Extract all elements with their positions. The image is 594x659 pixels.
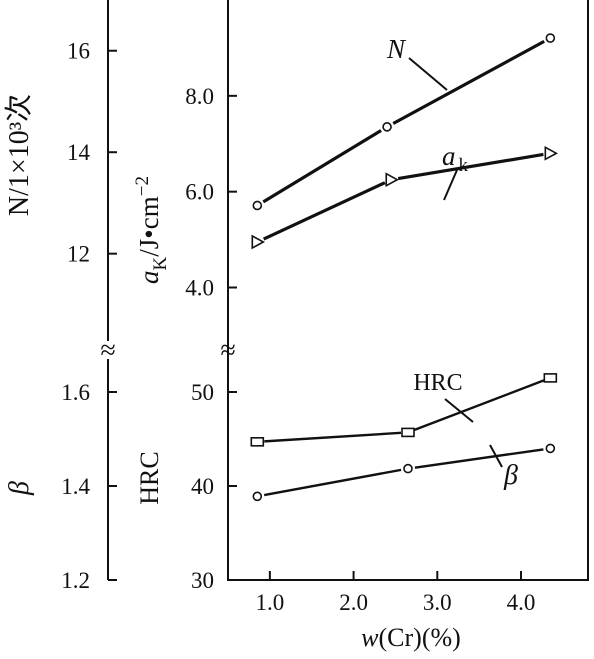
beta-point bbox=[252, 491, 263, 502]
n-series-annotation: N bbox=[386, 34, 407, 64]
x-axis-tick-label: 4.0 bbox=[507, 590, 536, 615]
ak-annotation-leader bbox=[443, 169, 458, 201]
n-annotation-leader bbox=[408, 57, 448, 91]
x-axis-tick-label: 2.0 bbox=[339, 590, 368, 615]
ak-series-line bbox=[397, 152, 544, 181]
beta-axis-tick-label: 1.6 bbox=[61, 380, 90, 405]
n-axis-tick-label: 14 bbox=[67, 140, 91, 165]
hrc-series-line bbox=[264, 431, 402, 443]
ak-axis-break-symbol: ≈ bbox=[220, 335, 235, 366]
x-axis-label-var: w bbox=[361, 623, 379, 652]
beta-axis-tick-label: 1.4 bbox=[61, 474, 90, 499]
n-point bbox=[252, 200, 263, 211]
n-series-line bbox=[262, 129, 382, 204]
beta-point bbox=[545, 443, 556, 454]
hrc-point bbox=[250, 437, 265, 447]
ak-series-line bbox=[262, 181, 386, 241]
beta-series-line bbox=[414, 448, 544, 469]
ak-point bbox=[251, 234, 265, 250]
hrc-point bbox=[401, 427, 415, 438]
hrc-series-line bbox=[414, 379, 545, 432]
n-axis-tick-label: 12 bbox=[67, 242, 90, 267]
beta-series-annotation: β bbox=[503, 460, 518, 491]
x-axis-tick-label: 3.0 bbox=[423, 590, 452, 615]
ak-point bbox=[385, 172, 399, 188]
n-series-line bbox=[392, 39, 545, 125]
hrc-axis-label: HRC bbox=[135, 451, 164, 504]
ak-axis-tick-label: 4.0 bbox=[185, 276, 214, 301]
x-axis-tick-label: 1.0 bbox=[255, 590, 284, 615]
hrc-point bbox=[543, 373, 558, 383]
beta-point bbox=[403, 463, 413, 474]
hrc-axis-tick-label: 40 bbox=[191, 474, 214, 499]
n-axis-label: N/1×10³次 bbox=[3, 94, 35, 216]
n-axis-break-symbol: ≈ bbox=[100, 335, 115, 366]
x-axis-label-rest: (Cr)(%) bbox=[379, 623, 461, 652]
n-point bbox=[382, 122, 392, 132]
hrc-series-annotation: HRC bbox=[413, 370, 462, 396]
hrc-axis-tick-label: 30 bbox=[191, 568, 214, 593]
ak-point bbox=[544, 145, 558, 161]
hrc-annotation-leader bbox=[444, 398, 474, 423]
hrc-axis-tick-label: 50 bbox=[191, 380, 214, 405]
ak-axis-tick-label: 6.0 bbox=[185, 180, 214, 205]
beta-axis-tick-label: 1.2 bbox=[61, 568, 90, 593]
beta-series-line bbox=[263, 468, 402, 497]
beta-annotation-leader bbox=[489, 444, 503, 468]
n-axis-tick-label: 16 bbox=[67, 39, 90, 64]
n-point bbox=[545, 33, 556, 43]
beta-axis-label: β bbox=[4, 481, 35, 496]
ak-axis-label: aK/J•cm−2 bbox=[132, 176, 171, 284]
ak-axis-tick-label: 8.0 bbox=[185, 84, 214, 109]
x-axis-label: w(Cr)(%) bbox=[361, 623, 461, 652]
